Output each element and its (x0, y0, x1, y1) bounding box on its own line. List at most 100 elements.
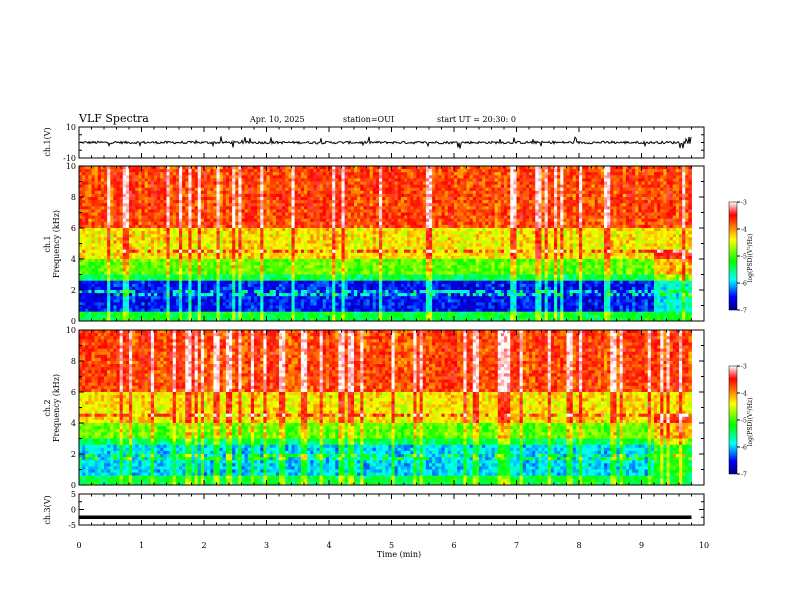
spectrogram-cell (554, 193, 558, 198)
spectrogram-cell (647, 200, 652, 204)
spectrogram-cell (282, 237, 286, 241)
spectrogram-cell (157, 166, 161, 170)
spectrogram-cell (382, 228, 386, 232)
spectrogram-cell (544, 193, 549, 198)
spectrogram-cell (310, 215, 314, 220)
spectrogram-cell (682, 184, 686, 189)
spectrogram-cell (254, 193, 258, 198)
spectrogram-cell (319, 218, 324, 223)
spectrogram-cell (450, 166, 455, 170)
spectrogram-cell (607, 169, 611, 173)
spectrogram-cell (144, 218, 149, 223)
spectrogram-cell (500, 197, 505, 201)
spectrogram-cell (144, 181, 149, 185)
spectrogram-cell (666, 175, 671, 179)
spectrogram-cell (238, 175, 242, 179)
spectrogram-cell (579, 237, 583, 241)
spectrogram-cell (397, 221, 402, 226)
spectrogram-cell (207, 221, 211, 226)
spectrogram-cell (494, 197, 499, 201)
spectrogram-cell (532, 178, 536, 182)
spectrogram-cell (438, 212, 442, 216)
spectrogram-cell (394, 240, 399, 244)
spectrogram-cell (79, 243, 83, 247)
spectrogram-cell (379, 221, 383, 226)
spectrogram-cell (310, 200, 314, 204)
spectrogram-cell (300, 187, 305, 192)
spectrogram-cell (529, 181, 533, 185)
spectrogram-cell (519, 231, 524, 235)
spectrogram-cell (657, 206, 661, 210)
spectrogram-cell (610, 228, 614, 232)
spectrogram-cell (275, 228, 280, 232)
spectrogram-cell (322, 172, 327, 176)
spectrogram-cell (682, 193, 686, 198)
spectrogram-cell (650, 209, 655, 213)
spectrogram-cell (579, 190, 583, 195)
spectrogram-cell (182, 231, 186, 235)
spectrogram-cell (135, 181, 139, 185)
spectrogram-cell (100, 181, 105, 185)
spectrogram-cell (500, 228, 505, 232)
spectrogram-cell (635, 187, 639, 192)
spectrogram-cell (79, 209, 83, 213)
spectrogram-cell (91, 206, 96, 210)
spectrogram-cell (610, 200, 614, 204)
spectrogram-cell (154, 200, 158, 204)
spectrogram-cell (482, 184, 486, 189)
spectrogram-cell (660, 209, 664, 213)
spectrogram-cell (638, 166, 642, 170)
spectrogram-cell (288, 237, 292, 241)
spectrogram-cell (657, 175, 661, 179)
spectrogram-cell (291, 212, 296, 216)
spectrogram-cell (425, 212, 430, 216)
spectrogram-cell (535, 187, 539, 192)
spectrogram-cell (513, 237, 517, 241)
spectrogram-cell (232, 228, 236, 232)
spectrogram-cell (404, 172, 408, 176)
spectrogram-cell (622, 206, 627, 210)
spectrogram-cell (191, 181, 196, 185)
spectrogram-cell (285, 221, 289, 226)
spectrogram-cell (91, 224, 96, 229)
spectrogram-cell (197, 203, 202, 207)
spectrogram-cell (375, 184, 380, 189)
spectrogram-cell (588, 228, 592, 232)
spectrogram-cell (622, 190, 627, 195)
spectrogram-cell (416, 200, 421, 204)
spectrogram-cell (163, 212, 167, 216)
spectrogram-cell (82, 237, 86, 241)
spectrogram-cell (272, 234, 277, 238)
spectrogram-cell (341, 231, 346, 235)
spectrogram-cell (250, 169, 255, 173)
spectrogram-cell (260, 193, 264, 198)
spectrogram-cell (600, 200, 605, 204)
spectrogram-cell (575, 231, 580, 235)
spectrogram-cell (538, 215, 542, 220)
spectrogram-cell (79, 197, 83, 201)
spectrogram-cell (229, 190, 233, 195)
spectrogram-cell (541, 178, 546, 182)
spectrogram-cell (485, 231, 489, 235)
spectrogram-cell (275, 240, 280, 244)
spectrogram-cell (688, 187, 692, 192)
spectrogram-cell (122, 209, 127, 213)
spectrogram-cell (188, 193, 192, 198)
spectrogram-cell (232, 166, 236, 170)
spectrogram-cell (669, 166, 674, 170)
spectrogram-cell (529, 231, 533, 235)
spectrogram-cell (335, 209, 339, 213)
spectrogram-cell (213, 234, 217, 238)
spectrogram-cell (294, 169, 299, 173)
spectrogram-cell (500, 231, 505, 235)
spectrogram-cell (247, 178, 252, 182)
spectrogram-cell (260, 212, 264, 216)
spectrogram-cell (591, 175, 596, 179)
spectrogram-cell (516, 197, 521, 201)
spectrogram-cell (182, 184, 186, 189)
spectrogram-cell (469, 221, 474, 226)
spectrogram-cell (138, 200, 142, 204)
spectrogram-cell (100, 209, 105, 213)
spectrogram-cell (160, 184, 164, 189)
spectrogram-cell (104, 206, 108, 210)
